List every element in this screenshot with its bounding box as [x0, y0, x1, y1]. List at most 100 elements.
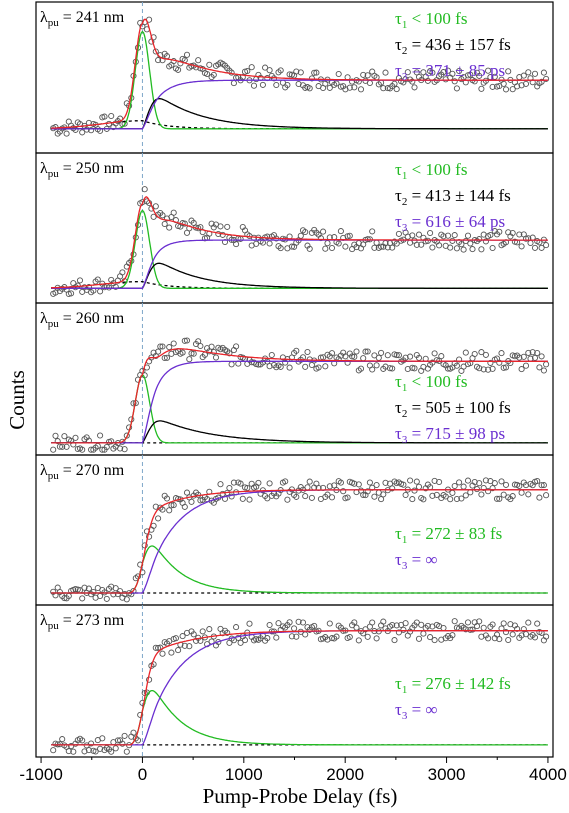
- data-point: [266, 67, 273, 74]
- data-point: [411, 365, 418, 372]
- data-point: [456, 479, 463, 486]
- data-point: [404, 69, 411, 76]
- data-point: [72, 585, 79, 593]
- data-point: [404, 365, 411, 373]
- data-point: [210, 71, 217, 78]
- data-point: [117, 588, 124, 595]
- data-point: [155, 644, 162, 652]
- data-point: [277, 245, 284, 252]
- data-point: [233, 241, 240, 248]
- tau-annotation: τ1 = 272 ± 83 fs: [395, 524, 502, 546]
- data-point: [433, 491, 440, 498]
- pump-wavelength-label: λpu = 241 nm: [40, 9, 125, 29]
- tau-value: < 100 fs: [407, 372, 467, 391]
- data-point: [297, 232, 304, 239]
- data-point: [364, 633, 371, 640]
- data-point: [500, 80, 507, 87]
- lambda-value: = 260 nm: [59, 310, 125, 327]
- data-point: [226, 350, 233, 357]
- data-point: [478, 85, 485, 92]
- tau-symbol: τ: [395, 160, 402, 179]
- data-point: [380, 85, 387, 92]
- total-fit-curve: [51, 196, 548, 289]
- data-point: [355, 637, 362, 644]
- data-point: [402, 620, 409, 627]
- data-point: [509, 493, 516, 500]
- data-point: [424, 77, 431, 84]
- data-point: [491, 73, 498, 80]
- tau-annotation: τ2 = 436 ± 157 fs: [395, 35, 511, 57]
- data-point: [525, 69, 532, 76]
- data-point: [418, 241, 425, 248]
- data-point: [411, 487, 418, 494]
- data-point: [500, 364, 507, 371]
- data-point: [342, 243, 349, 250]
- data-point: [427, 229, 434, 237]
- data-point: [407, 353, 414, 360]
- data-point: [451, 618, 458, 625]
- data-point: [264, 233, 271, 240]
- data-point: [543, 361, 550, 368]
- data-point: [476, 480, 483, 487]
- data-point: [471, 478, 478, 486]
- data-point: [444, 232, 452, 239]
- data-point: [304, 348, 311, 356]
- data-point: [456, 67, 463, 75]
- tau-annotation: τ2 = 413 ± 144 fs: [395, 186, 511, 208]
- data-point: [420, 630, 427, 637]
- data-point: [159, 212, 166, 219]
- data-point: [400, 481, 407, 488]
- tau-symbol: τ: [395, 35, 402, 54]
- data-point: [68, 290, 75, 297]
- data-point: [464, 619, 472, 626]
- data-point: [375, 354, 382, 361]
- data-point: [85, 585, 92, 592]
- data-point: [137, 711, 144, 718]
- data-point: [56, 443, 63, 450]
- tau-annotation: τ1 < 100 fs: [395, 160, 467, 182]
- data-point: [538, 244, 545, 251]
- data-point: [79, 595, 86, 602]
- data-point: [402, 76, 409, 83]
- data-point: [212, 354, 220, 361]
- tau-value: < 100 fs: [407, 9, 467, 28]
- data-point: [407, 477, 414, 484]
- data-point: [59, 443, 66, 450]
- data-point: [415, 231, 423, 238]
- lambda-value: = 273 nm: [59, 612, 125, 629]
- data-point: [460, 483, 467, 490]
- data-point: [389, 485, 396, 492]
- data-point: [166, 344, 173, 351]
- data-point: [273, 81, 280, 89]
- tau-value: = 276 ± 142 fs: [407, 674, 510, 693]
- data-point: [496, 495, 503, 502]
- data-point: [447, 496, 454, 503]
- tau-symbol: τ: [395, 372, 402, 391]
- data-point: [453, 245, 460, 252]
- data-point: [507, 359, 514, 367]
- data-point: [123, 596, 130, 603]
- tau-annotation: τ1 = 276 ± 142 fs: [395, 674, 511, 696]
- data-point: [522, 631, 530, 638]
- data-point: [170, 502, 177, 509]
- data-point: [112, 283, 119, 290]
- data-point: [346, 232, 353, 239]
- data-point: [85, 747, 92, 754]
- data-point: [237, 639, 244, 646]
- data-point: [226, 484, 233, 492]
- data-point: [531, 70, 539, 77]
- data-point: [52, 432, 59, 439]
- data-point: [409, 78, 416, 85]
- tau-symbol: τ: [395, 550, 402, 569]
- data-point: [360, 491, 367, 499]
- data-point: [197, 342, 204, 350]
- data-point: [159, 57, 166, 64]
- data-point: [328, 244, 336, 252]
- data-points: [50, 477, 550, 603]
- data-point: [295, 618, 302, 625]
- data-point: [467, 626, 474, 633]
- tau-annotation: τ3 = ∞: [395, 700, 438, 722]
- data-point: [360, 355, 367, 362]
- data-point: [487, 359, 494, 366]
